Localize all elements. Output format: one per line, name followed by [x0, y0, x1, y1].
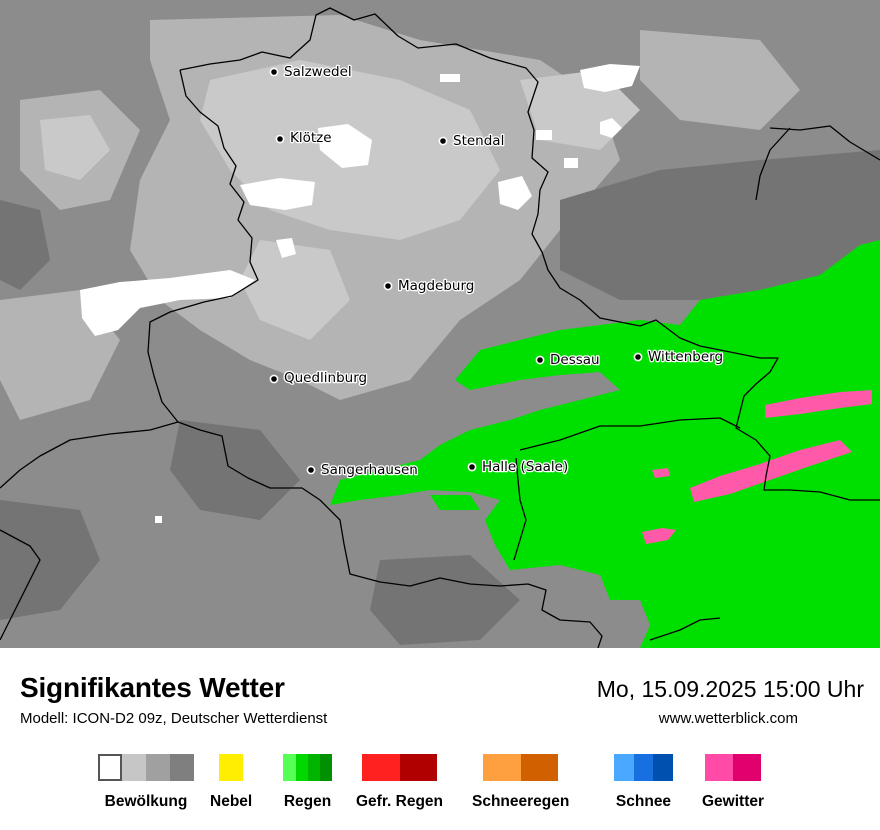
website-link[interactable]: www.wetterblick.com	[658, 710, 798, 727]
state-border-east	[179, 7, 880, 501]
city-quedlinburg: Quedlinburg	[269, 369, 368, 387]
legend-swatch	[483, 754, 522, 781]
city-dot	[633, 352, 643, 362]
state-border-northeast	[769, 125, 880, 161]
city-label: Quedlinburg	[284, 370, 367, 386]
legend-nebel: Nebel	[210, 754, 252, 811]
legend-swatch	[614, 754, 634, 781]
legend-swatches	[219, 754, 244, 781]
legend-gefrierender-regen: Gefr. Regen	[356, 754, 443, 811]
city-dot	[535, 355, 545, 365]
model-source: Modell: ICON-D2 09z, Deutscher Wetterdie…	[20, 710, 328, 727]
city-halle: Halle (Saale)	[467, 458, 570, 476]
county-border-south	[649, 617, 721, 641]
legend-swatch	[98, 754, 122, 781]
city-salzwedel: Salzwedel	[269, 63, 353, 81]
city-wittenberg: Wittenberg	[633, 348, 724, 366]
legend-swatches	[283, 754, 332, 781]
legend-swatches	[614, 754, 673, 781]
legend-swatch	[521, 754, 559, 781]
legend-swatches	[362, 754, 437, 781]
legend-swatch	[146, 754, 170, 781]
thunderstorm-layer	[642, 390, 872, 544]
state-border-thuringia	[0, 529, 41, 641]
city-sangerhausen: Sangerhausen	[306, 461, 419, 479]
legend-schneeregen: Schneeregen	[472, 754, 569, 811]
legend-label: Regen	[283, 793, 332, 810]
legend-swatch	[170, 754, 194, 781]
legend-gewitter: Gewitter	[702, 754, 764, 811]
city-label: Magdeburg	[398, 278, 474, 294]
legend-swatch	[653, 754, 673, 781]
legend-swatches	[98, 754, 194, 781]
state-border-southwest	[0, 421, 179, 489]
legend-swatch	[705, 754, 733, 781]
state-border-west	[147, 69, 603, 648]
city-dot	[383, 281, 393, 291]
city-dot	[438, 136, 448, 146]
map-canvas: Salzwedel Klötze Stendal Magdeburg Dessa…	[0, 7, 880, 648]
city-dot	[306, 465, 316, 475]
city-dot	[275, 134, 285, 144]
state-border-brandenburg	[755, 127, 791, 201]
map-title: Signifikantes Wetter	[20, 672, 285, 703]
legend-label: Schneeregen	[472, 793, 570, 810]
legend-swatch	[219, 754, 244, 781]
legend-swatch	[122, 754, 146, 781]
city-label: Stendal	[453, 133, 504, 149]
rain-layer	[330, 240, 880, 648]
forecast-datetime: Mo, 15.09.2025 15:00 Uhr	[596, 676, 864, 702]
legend-swatch	[283, 754, 296, 781]
city-kloetze: Klötze	[275, 129, 333, 147]
legend-swatch	[308, 754, 320, 781]
city-dot	[269, 374, 279, 384]
city-markers: Salzwedel Klötze Stendal Magdeburg Dessa…	[269, 63, 724, 479]
legend-swatches	[483, 754, 559, 781]
county-border-east	[519, 417, 741, 451]
county-border-halle	[513, 457, 527, 561]
legend-label: Nebel	[210, 793, 253, 810]
legend-bewoelkung: Bewölkung	[98, 754, 194, 811]
city-magdeburg: Magdeburg	[383, 277, 476, 295]
legend-swatch	[634, 754, 653, 781]
clear-sky-layer	[80, 64, 640, 523]
legend-label: Schnee	[615, 793, 672, 810]
city-dot	[467, 462, 477, 472]
legend-swatch	[362, 754, 400, 781]
legend-swatch	[733, 754, 761, 781]
city-label: Dessau	[550, 352, 600, 368]
legend-schnee: Schnee	[614, 754, 673, 811]
map-footer: Signifikantes Wetter Modell: ICON-D2 09z…	[0, 648, 880, 830]
legend-swatches	[705, 754, 761, 781]
state-borders	[0, 7, 880, 648]
legend-label: Gewitter	[702, 793, 765, 810]
legend-label: Gefr. Regen	[356, 793, 443, 810]
city-label: Sangerhausen	[321, 462, 418, 478]
city-stendal: Stendal	[438, 132, 506, 150]
legend-swatch	[320, 754, 332, 781]
legend-label: Bewölkung	[104, 793, 188, 810]
city-label: Halle (Saale)	[482, 459, 568, 475]
legend-swatch	[400, 754, 437, 781]
city-label: Wittenberg	[648, 349, 723, 365]
city-dessau: Dessau	[535, 351, 601, 369]
city-label: Salzwedel	[284, 64, 352, 80]
city-label: Klötze	[290, 130, 332, 146]
weather-map: Salzwedel Klötze Stendal Magdeburg Dessa…	[0, 0, 880, 648]
city-dot	[269, 67, 279, 77]
legend-swatch	[296, 754, 308, 781]
cloud-dark-layer	[0, 150, 880, 645]
legend-regen: Regen	[283, 754, 332, 811]
